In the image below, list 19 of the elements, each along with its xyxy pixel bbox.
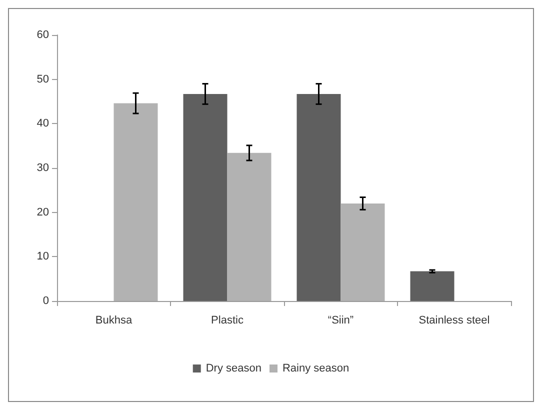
legend-label: Rainy season <box>282 362 350 374</box>
x-tick-label: Stainless steel <box>418 314 490 326</box>
y-tick-label: 20 <box>36 206 49 218</box>
y-tick-label: 30 <box>36 162 49 174</box>
y-tick-label: 10 <box>36 250 49 263</box>
bar <box>296 94 341 301</box>
bar <box>410 271 454 301</box>
x-tick-label: Plastic <box>211 314 244 326</box>
y-tick-label: 40 <box>36 118 49 130</box>
y-tick-label: 50 <box>36 73 49 86</box>
y-tick-label: 0 <box>42 295 49 307</box>
x-tick-label: Bukhsa <box>95 314 133 326</box>
bar <box>183 94 228 301</box>
bar <box>227 152 272 301</box>
bar <box>340 203 385 301</box>
bar <box>114 103 158 301</box>
legend-label: Dry season <box>206 362 262 374</box>
y-tick-label: 60 <box>36 29 49 41</box>
x-tick-label: “Siin” <box>328 314 354 326</box>
